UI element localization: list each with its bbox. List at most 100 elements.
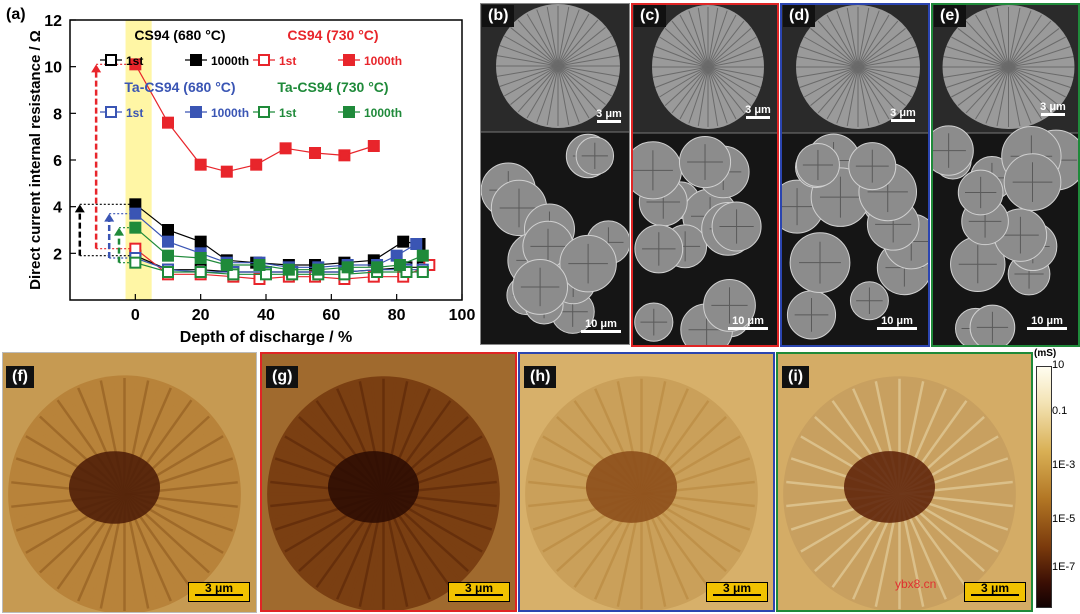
particle-crack <box>857 20 899 68</box>
colorbar-tick-label: 10 <box>1052 359 1065 371</box>
particle-crack <box>1008 66 1052 114</box>
sem-texture <box>481 4 629 344</box>
particle-crack <box>796 66 859 78</box>
data-point <box>309 147 321 159</box>
particle-crack <box>707 46 761 68</box>
particle-crack <box>1008 7 1021 68</box>
data-point <box>194 158 207 171</box>
particle-crack <box>985 10 1009 68</box>
particle-crack <box>826 14 859 68</box>
scalebar-d-top: 3 μm <box>886 107 920 123</box>
particle-crack <box>659 36 709 68</box>
particle-crack <box>496 65 559 77</box>
particle-crack <box>996 7 1009 68</box>
legend-marker-filled <box>343 106 355 118</box>
particle-crack <box>707 66 761 88</box>
particle-crack <box>1008 66 1074 78</box>
data-point <box>129 207 142 220</box>
particle-crack <box>1008 56 1074 68</box>
y-tick-label: 10 <box>44 60 62 77</box>
particle-crack <box>857 66 917 88</box>
data-point <box>367 140 380 152</box>
particle-crack <box>857 66 912 98</box>
scalebar-h: 3 μm <box>706 582 768 602</box>
particle-crack <box>857 66 890 120</box>
particle-crack <box>655 46 709 68</box>
panel-label-c: (c) <box>634 5 666 27</box>
particle-crack <box>510 27 559 67</box>
particle-crack <box>804 66 859 98</box>
colorbar-tick-label: 1E-3 <box>1052 459 1076 471</box>
map-texture <box>262 354 515 610</box>
particle-crack <box>965 66 1009 114</box>
data-point <box>253 259 266 271</box>
particle-crack <box>857 66 906 106</box>
particle-crack <box>846 66 859 127</box>
particle-crack <box>943 66 1009 78</box>
particle-crack <box>671 20 709 68</box>
colorbar-tick-label: 1E-5 <box>1052 513 1076 525</box>
map-texture <box>778 354 1031 610</box>
particle-crack <box>946 66 1009 88</box>
particle-crack <box>707 66 757 98</box>
particle-crack <box>857 46 917 68</box>
data-point <box>416 266 429 278</box>
data-point <box>341 261 354 274</box>
particle-crack <box>557 65 620 77</box>
particle-crack <box>557 65 606 105</box>
particle-crack <box>1008 46 1071 68</box>
scalebar-c-bottom: 10 μm <box>725 315 771 331</box>
sem-image-b <box>480 3 630 345</box>
particle-crack <box>557 9 580 67</box>
scalebar-d-bottom: 10 μm <box>874 315 920 331</box>
particle-crack <box>857 28 906 68</box>
particle-crack <box>557 19 599 67</box>
particle-crack <box>707 36 757 68</box>
particle-crack <box>707 10 728 68</box>
data-point <box>279 142 292 155</box>
legend-label-first: 1st <box>279 54 296 68</box>
sem-image-e <box>931 3 1080 347</box>
panel-label-e: (e) <box>934 5 966 27</box>
particle-crack <box>836 66 859 124</box>
particle-crack <box>707 14 737 68</box>
data-point <box>194 266 207 278</box>
data-point <box>194 235 207 248</box>
particle-crack <box>557 13 590 67</box>
particle-crack <box>504 65 559 97</box>
data-point <box>162 235 174 248</box>
map-core <box>68 451 161 524</box>
legend-marker-open <box>258 106 270 118</box>
particle-crack <box>857 66 870 127</box>
data-point <box>312 263 325 276</box>
legend-label-last: 1000th <box>211 54 249 68</box>
particle-crack <box>557 45 617 67</box>
conductivity-map-f <box>2 352 257 613</box>
particle-crack <box>499 65 559 87</box>
legend-label-first: 1st <box>126 106 143 120</box>
particle-crack <box>975 14 1009 68</box>
scalebar-g: 3 μm <box>448 582 510 602</box>
particle-crack <box>957 28 1009 68</box>
x-axis-label: Depth of discharge / % <box>180 329 352 345</box>
particle-crack <box>557 27 606 67</box>
particle-crack <box>799 66 859 88</box>
data-point <box>250 158 263 171</box>
particle-crack <box>1008 36 1066 68</box>
scalebar-b-bottom: 10 μm <box>578 318 624 334</box>
data-point <box>220 259 233 271</box>
particle-crack <box>526 65 559 119</box>
particle-crack <box>707 66 745 114</box>
particle-crack <box>836 10 859 68</box>
map-core <box>327 451 420 523</box>
particle-crack <box>810 66 859 106</box>
particle-crack <box>857 66 880 124</box>
data-point <box>194 252 207 264</box>
guide-arrow-head <box>114 227 124 236</box>
particle-crack <box>671 66 709 114</box>
x-tick-label: 0 <box>131 307 140 324</box>
guide-arrow-head <box>104 213 115 222</box>
data-point <box>220 165 233 178</box>
scalebar-e-bottom: 10 μm <box>1024 315 1070 331</box>
panel-label-b: (b) <box>482 5 515 27</box>
